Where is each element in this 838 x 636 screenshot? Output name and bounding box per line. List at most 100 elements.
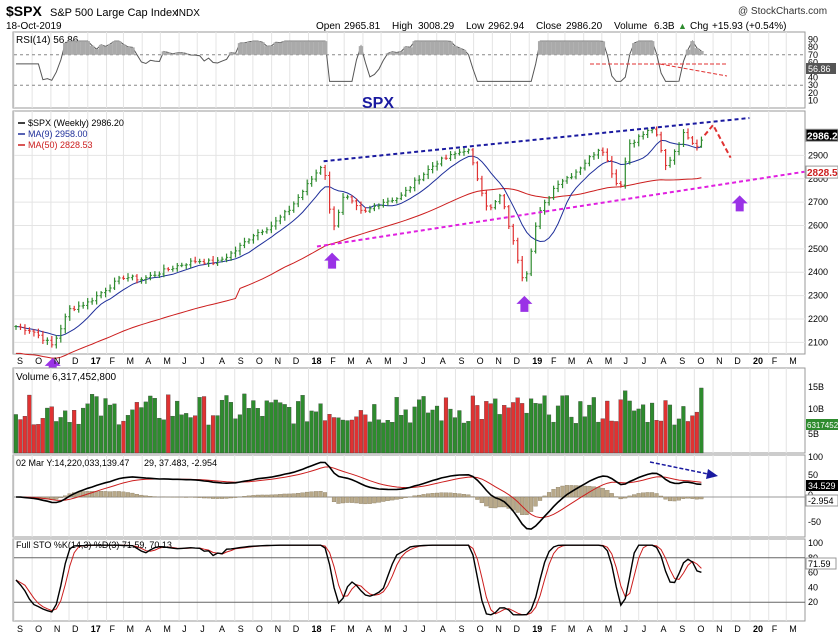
volume-bar [430,409,435,454]
macd-hist-bar [529,496,534,512]
x-tick-label: M [568,624,576,634]
volume-bar [63,410,68,454]
watermark: @ StockCharts.com [738,6,827,17]
x-tick-label: D [734,356,741,366]
volume-bar [479,419,484,454]
volume-bar [237,414,242,454]
volume-bar [98,415,104,454]
volume-bar [278,402,283,454]
x-tick-label: D [293,624,300,634]
x-tick-label: A [219,356,225,366]
x-tick-label: A [587,356,593,366]
volume-bar [493,398,498,454]
x-tick-label: O [477,624,484,634]
x-axis-top: S O N D 17 F M A M J J A S O N D 18 F M A M J J A S O N D 19 F M A M J J A S… [17,356,797,366]
x-tick-label: M [605,356,613,366]
x-tick-label: F [330,356,336,366]
x-tick-label: D [513,624,520,634]
x-tick-label: M [347,356,355,366]
chg-value: +15.93 (+0.54%) [712,21,787,32]
macd-hist-bar [466,494,471,498]
trendline [316,170,805,248]
macd-hist-bar [623,496,628,499]
macd-hist-bar [676,496,681,501]
volume-bar [569,416,574,454]
volume-bar [694,411,699,454]
macd-hist-bar [641,492,646,498]
price-tick: 2600 [808,220,828,230]
volume-bar [287,407,292,454]
x-tick-label: N [54,624,61,634]
macd-hist-bar [538,496,543,501]
volume-bar [175,400,180,454]
volume-bar [497,414,502,454]
macd-hist-bar [667,496,673,502]
x-tick-label: A [219,624,225,634]
volume-bar [27,394,32,454]
volume-bar [538,403,543,454]
volume-bar [85,403,90,454]
rsi-overbought-fill [63,41,704,55]
x-tick-label: M [384,356,392,366]
volume-bar [219,399,225,454]
rsi-label: RSI(14) 56.86 [16,35,79,46]
x-tick-label: J [403,356,408,366]
macd-hist-bar [282,493,287,498]
macd-hist-bar [654,493,659,498]
macd-hist-bar [488,496,493,509]
x-tick-label: A [440,356,446,366]
symbol: $SPX [6,3,42,19]
volume-bar [376,419,381,454]
macd-tick-100: 100 [808,452,823,462]
volume-bar [367,421,372,454]
volume-bar [103,398,108,454]
volume-bar [184,413,189,454]
volume-bar [269,402,274,454]
macd-hist-bar [139,494,144,498]
macd-hist-bar [412,495,417,498]
volume-bar [587,404,592,454]
macd-hist-bar [246,495,251,498]
macd-hist-bar [690,496,695,499]
x-tick-label: 17 [91,624,101,634]
volume-bar [305,421,310,454]
volume-bar [457,410,462,454]
rsi-tick: 30 [808,80,818,90]
volume-bar [121,420,126,454]
macd-hist-bar [385,496,390,501]
volume-bar [130,409,135,454]
volume-bar [452,417,457,454]
x-tick-label: O [256,624,263,634]
volume-bar [390,422,395,454]
volume-bar [58,417,63,454]
sto-tick: 20 [808,597,818,607]
volume-bar [340,419,345,454]
macd-hist-bar [134,494,139,498]
volume-bar [654,420,659,454]
macd-hist-bar [394,496,399,500]
macd-hist-bar [600,488,605,498]
volume-bar [667,404,673,454]
x-tick-label: O [256,356,263,366]
volume-bar [31,424,36,454]
macd-hist-bar [506,496,511,509]
macd-hist-bar [497,496,502,508]
x-tick-label: S [679,356,685,366]
x-tick-label: 18 [312,624,322,634]
volume-bar [533,403,538,454]
volume-bar [421,396,426,454]
macd-hist-bar [143,495,148,498]
volume-bar [72,410,77,454]
volume-bar [412,406,417,454]
macd-tick-neg50: -50 [808,517,821,527]
volume-bar [524,412,529,454]
macd-divergence-arrow [649,461,709,475]
macd-hist-bar [331,496,337,503]
chart-header: $SPX S&P 500 Large Cap Index INDX @ Stoc… [6,3,827,32]
x-tick-label: 20 [753,624,763,634]
up-arrow [731,195,748,212]
x-tick-label: N [716,624,723,634]
macd-hist-bar [372,496,377,504]
open-label: Open [316,21,340,32]
rsi-tick: 80 [808,42,818,52]
